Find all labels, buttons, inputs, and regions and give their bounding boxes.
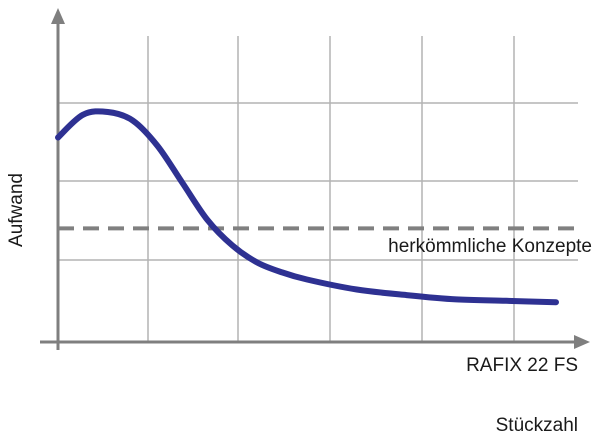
series-label-main: RAFIX 22 FS: [466, 355, 578, 376]
grid: [58, 36, 578, 342]
y-axis-arrow-icon: [51, 8, 65, 24]
x-axis-label: Stückzahl: [496, 415, 578, 436]
series-line-main: [55, 108, 559, 306]
series-label-reference: herkömmliche Konzepte: [388, 236, 592, 257]
y-axis-label: Aufwand: [6, 173, 27, 247]
series-layer: [55, 108, 576, 306]
x-axis-arrow-icon: [574, 335, 590, 349]
axes: [40, 8, 590, 350]
